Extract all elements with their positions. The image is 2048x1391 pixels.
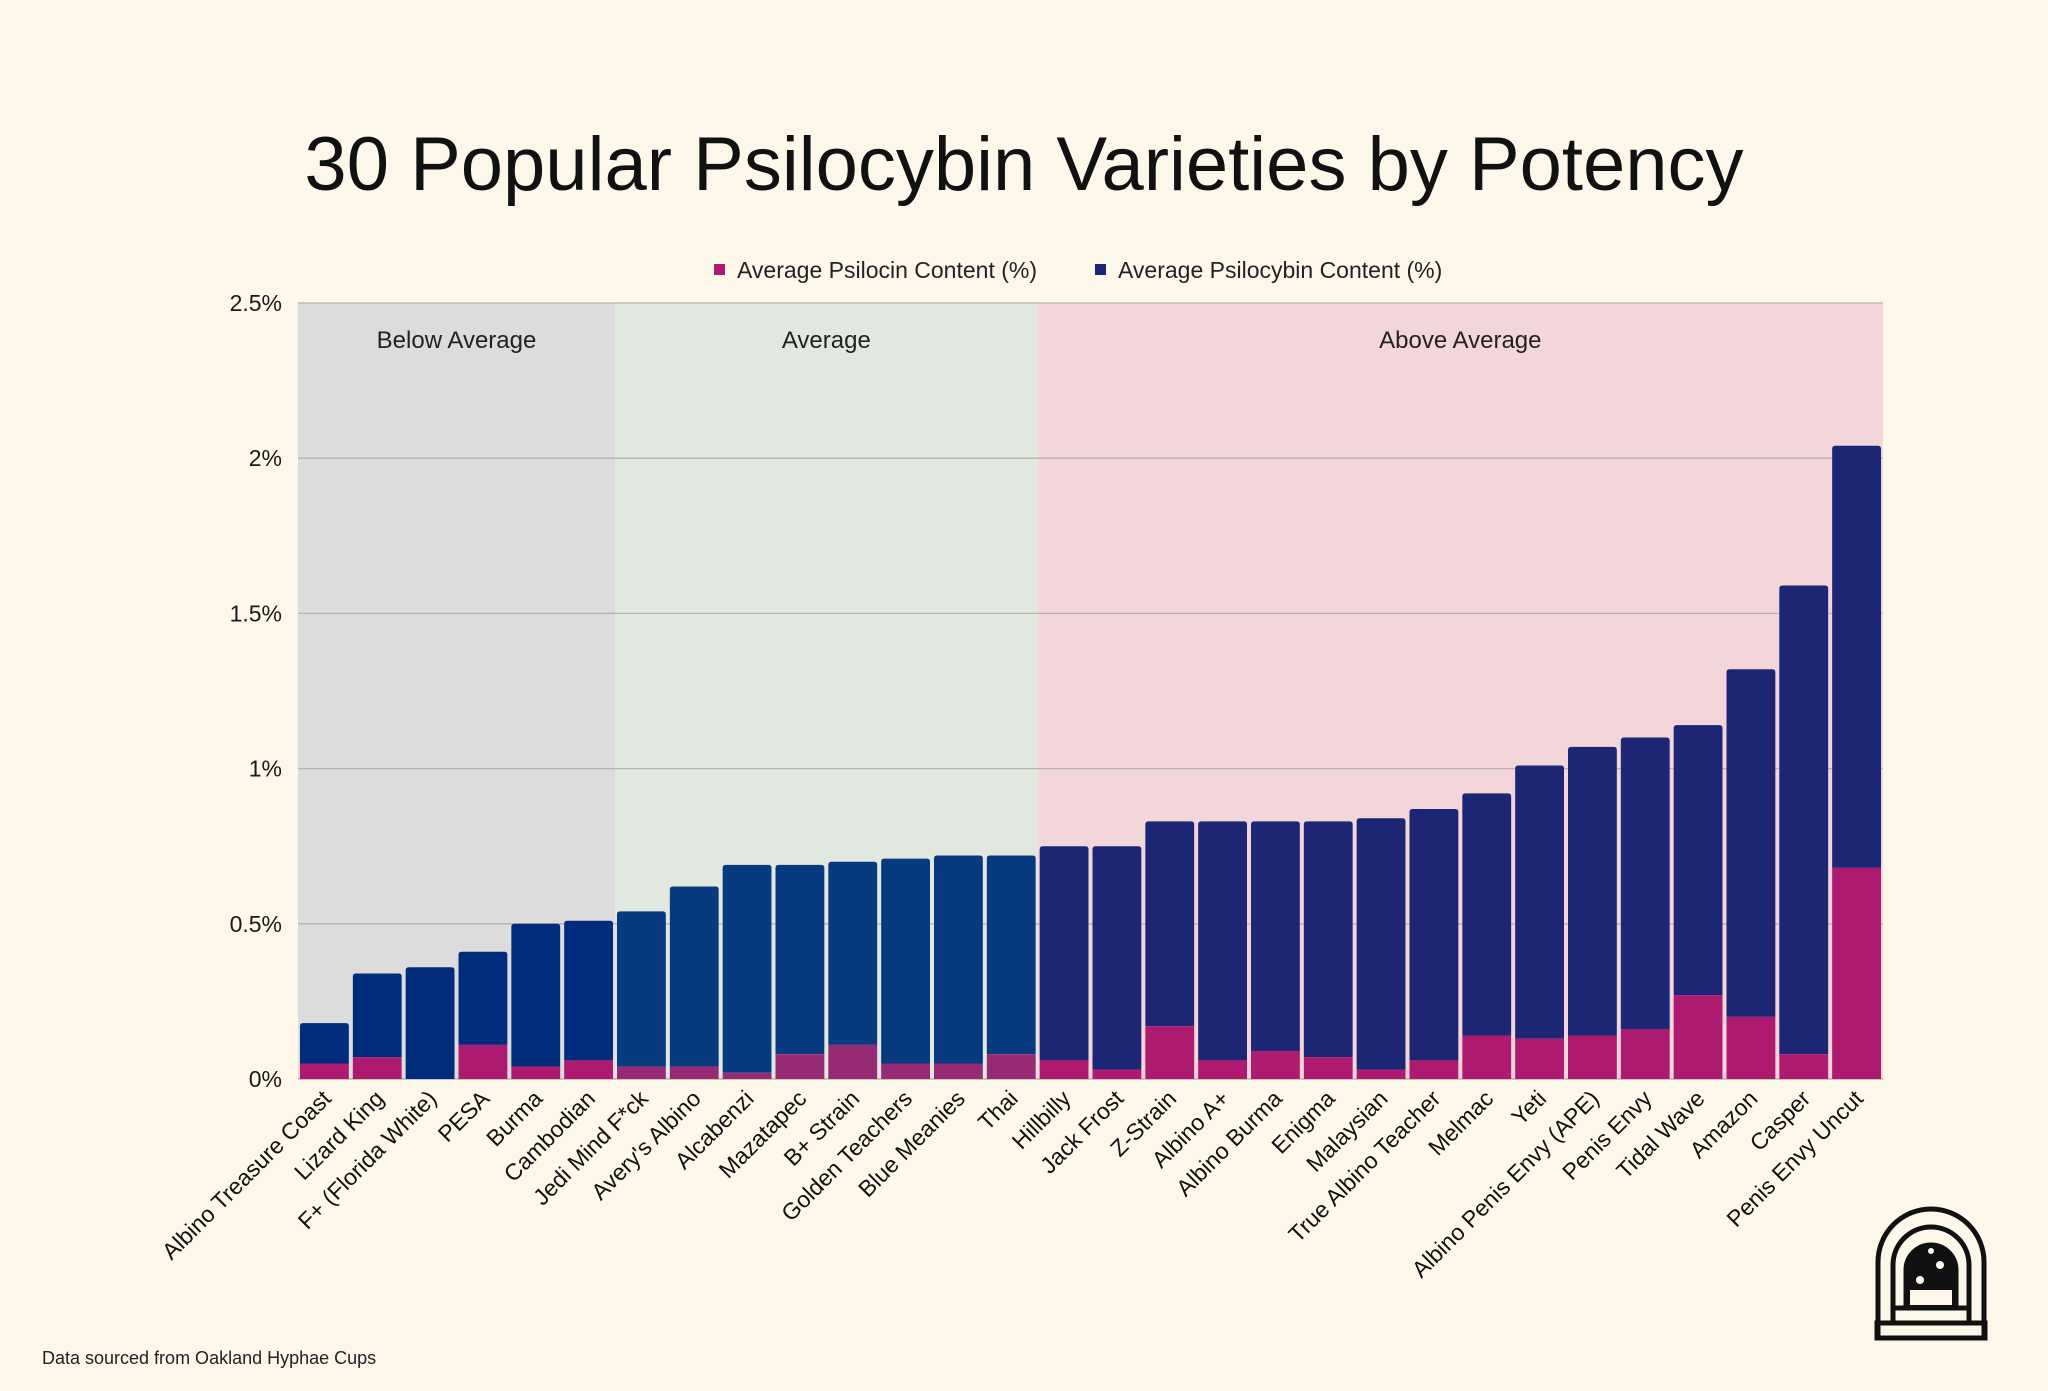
bar-psilocybin — [1145, 821, 1195, 1027]
bar-psilocybin — [617, 911, 666, 1067]
bar-psilocin — [986, 1054, 1036, 1079]
region-below-average — [298, 303, 615, 1079]
bar-psilocybin — [1198, 821, 1247, 1061]
bar-psilocybin — [1832, 445, 1881, 868]
bar-psilocybin — [1568, 746, 1617, 1036]
bar-psilocin — [828, 1044, 878, 1079]
legend-swatch-psilocin — [714, 264, 725, 275]
bar-psilocin — [669, 1066, 719, 1079]
bar-psilocin — [1092, 1069, 1142, 1079]
bar-psilocin — [300, 1063, 349, 1079]
chart-title: 30 Popular Psilocybin Varieties by Poten… — [304, 122, 1743, 207]
bar-psilocin — [564, 1060, 613, 1079]
bar-psilocybin — [1673, 725, 1723, 996]
bar-psilocin — [1620, 1029, 1670, 1079]
region-label: Average — [782, 327, 871, 354]
x-tick-label: Yeti — [1506, 1085, 1551, 1130]
bar-psilocybin — [511, 923, 561, 1067]
bar-psilocybin — [934, 855, 983, 1064]
bar-psilocybin — [458, 951, 508, 1045]
y-tick-label: 1.5% — [230, 600, 282, 626]
bar-psilocin — [352, 1057, 402, 1079]
bar-psilocin — [1462, 1035, 1512, 1079]
bar-psilocin — [1515, 1038, 1564, 1079]
bar-psilocybin — [986, 855, 1036, 1055]
bar-psilocin — [617, 1066, 666, 1079]
bar-psilocybin — [1620, 737, 1670, 1030]
bar-psilocin — [1726, 1016, 1776, 1079]
bar-psilocin — [1832, 867, 1881, 1079]
bar-psilocybin — [352, 973, 402, 1058]
bar-psilocybin — [669, 886, 719, 1067]
y-tick-label: 1% — [249, 756, 282, 782]
bar-psilocybin — [1779, 585, 1829, 1055]
region-label: Below Average — [377, 327, 537, 354]
bar-psilocybin — [1726, 669, 1776, 1017]
y-tick-label: 0% — [249, 1066, 282, 1092]
y-tick-label: 2% — [249, 445, 282, 471]
legend-label-psilocybin: Average Psilocybin Content (%) — [1118, 257, 1442, 283]
bar-psilocybin — [564, 920, 613, 1061]
bar-psilocin — [1145, 1026, 1195, 1079]
bar-psilocin — [1779, 1054, 1829, 1079]
bar-psilocybin — [1515, 765, 1564, 1039]
bar-psilocybin — [1251, 821, 1300, 1052]
bar-psilocin — [458, 1044, 508, 1079]
bar-psilocin — [1673, 995, 1723, 1079]
legend-swatch-psilocybin — [1095, 264, 1106, 275]
bar-psilocin — [934, 1063, 983, 1079]
bar-psilocybin — [1303, 821, 1353, 1058]
bar-psilocybin — [881, 858, 930, 1064]
bar-psilocin — [511, 1066, 561, 1079]
bar-psilocybin — [1039, 846, 1089, 1061]
bar-psilocin — [1251, 1051, 1300, 1079]
legend: Average Psilocin Content (%) Average Psi… — [714, 257, 1442, 283]
legend-label-psilocin: Average Psilocin Content (%) — [737, 257, 1037, 283]
bar-psilocin — [775, 1054, 825, 1079]
bar-psilocybin — [775, 864, 825, 1055]
bar-psilocin — [1198, 1060, 1247, 1079]
bar-psilocin — [1303, 1057, 1353, 1079]
bar-psilocin — [722, 1072, 772, 1079]
bar-psilocybin — [405, 967, 455, 1079]
footnote: Data sourced from Oakland Hyphae Cups — [42, 1348, 376, 1368]
bar-psilocybin — [300, 1023, 349, 1064]
bar-psilocybin — [828, 861, 878, 1045]
bar-psilocybin — [1462, 793, 1512, 1036]
bar-psilocybin — [1356, 818, 1406, 1070]
bar-psilocin — [881, 1063, 930, 1079]
y-tick-label: 0.5% — [230, 911, 282, 937]
bar-psilocybin — [722, 864, 772, 1073]
bar-psilocybin — [1092, 846, 1142, 1070]
bar-psilocin — [1568, 1035, 1617, 1079]
bar-psilocybin — [1409, 808, 1459, 1061]
y-tick-label: 2.5% — [230, 290, 282, 316]
bar-psilocin — [1409, 1060, 1459, 1079]
region-label: Above Average — [1379, 327, 1541, 354]
bar-psilocin — [1356, 1069, 1406, 1079]
arch-doorway-logo-icon — [1874, 1206, 1988, 1341]
bar-psilocin — [1039, 1060, 1089, 1079]
